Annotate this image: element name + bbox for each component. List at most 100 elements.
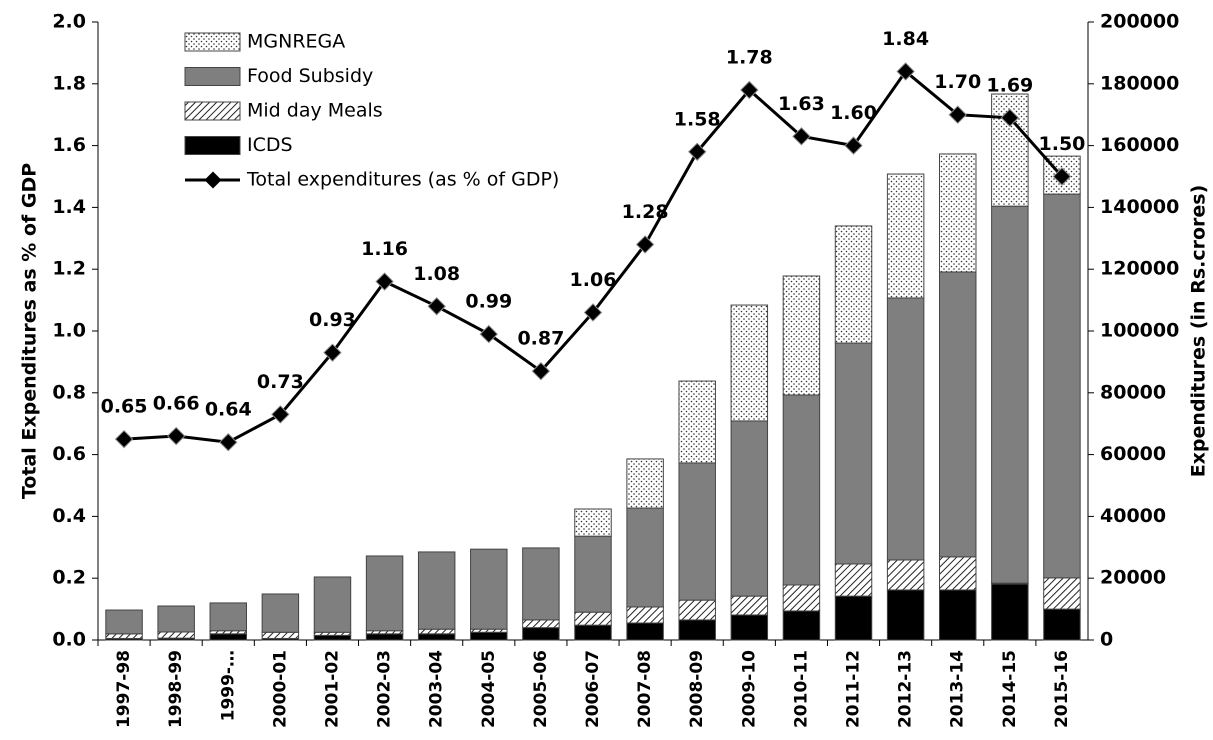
data-label: 1.63 xyxy=(778,93,825,115)
bar-segment xyxy=(730,304,769,422)
y2-tick-label: 160000 xyxy=(1100,134,1179,156)
y2-tick-label: 80000 xyxy=(1100,381,1166,403)
data-label: 1.16 xyxy=(361,238,408,260)
bar-segment xyxy=(1043,193,1081,579)
bar-segment xyxy=(991,205,1029,584)
bar-segment xyxy=(470,631,508,641)
bar-segment xyxy=(678,619,716,641)
data-label: 0.66 xyxy=(153,393,200,415)
bar-segment xyxy=(470,548,508,630)
bar-segment xyxy=(834,595,873,641)
data-label: 0.65 xyxy=(101,396,148,418)
x-tick-label: 1998-99 xyxy=(166,650,186,728)
line-marker xyxy=(323,343,342,362)
legend-label: Total expenditures (as % of GDP) xyxy=(246,169,559,191)
bar-segment xyxy=(417,628,456,635)
y-tick-label: 1.2 xyxy=(52,258,86,280)
bar-segment xyxy=(574,611,612,626)
line-marker xyxy=(271,405,290,424)
bar-segment xyxy=(782,584,821,612)
bar-segment xyxy=(157,631,195,639)
bar-segment xyxy=(261,593,300,633)
y2-axis-title: Expenditures (in Rs.crores) xyxy=(1188,185,1210,478)
y-tick-label: 1.6 xyxy=(52,134,86,156)
bar-segment xyxy=(157,605,195,633)
y2-tick-label: 20000 xyxy=(1100,567,1166,589)
y-tick-label: 0.4 xyxy=(52,505,86,527)
y-tick-label: 0.0 xyxy=(52,629,86,651)
bar-segment xyxy=(417,551,456,630)
y2-tick-label: 140000 xyxy=(1100,196,1179,218)
data-label: 0.99 xyxy=(465,291,512,313)
y-tick-label: 0.2 xyxy=(52,567,86,589)
y-tick-label: 2.0 xyxy=(52,11,86,33)
line-marker xyxy=(948,105,967,124)
legend-marker xyxy=(204,171,222,189)
legend-label: Mid day Meals xyxy=(247,100,383,122)
x-tick-label: 2013-14 xyxy=(948,650,968,728)
bar-segment xyxy=(834,342,873,565)
y2-tick-label: 100000 xyxy=(1100,320,1179,342)
bar-segment xyxy=(939,271,977,558)
x-tick-label: 1997-98 xyxy=(114,650,134,728)
data-label: 1.60 xyxy=(830,102,877,124)
legend-swatch xyxy=(184,67,241,86)
line-marker xyxy=(740,80,759,100)
y2-tick-label: 200000 xyxy=(1100,11,1179,33)
x-tick-label: 2014-15 xyxy=(1000,650,1020,728)
bar-segment xyxy=(574,535,612,613)
data-label: 0.93 xyxy=(309,309,356,331)
bar-segment xyxy=(834,225,873,344)
y-tick-label: 1.4 xyxy=(52,196,86,218)
bar-segment xyxy=(313,634,352,641)
y2-tick-label: 60000 xyxy=(1100,443,1166,465)
bar-segment xyxy=(678,599,716,621)
bar-segment xyxy=(365,555,404,632)
line-marker xyxy=(166,426,186,446)
data-label: 1.84 xyxy=(882,28,929,50)
line-marker xyxy=(635,235,655,254)
bar-segment xyxy=(574,508,612,537)
bar-segment xyxy=(939,589,977,641)
line-marker xyxy=(1052,167,1072,186)
bar-segment xyxy=(626,606,664,624)
bar-segment xyxy=(574,624,612,641)
y-tick-label: 0.8 xyxy=(52,381,86,403)
bar-segment xyxy=(886,559,925,591)
bar-segment xyxy=(939,153,977,273)
bar-segment xyxy=(730,614,769,641)
bar-segment xyxy=(782,610,821,641)
bar-segment xyxy=(417,633,456,641)
x-tick-label: 2008-09 xyxy=(687,650,707,728)
x-tick-label: 2011-12 xyxy=(844,650,864,728)
bar-segment xyxy=(886,297,925,561)
x-tick-label: 1999-… xyxy=(218,650,238,721)
x-tick-label: 2002-03 xyxy=(375,650,395,728)
bar-segment xyxy=(730,595,769,616)
y-tick-label: 0.6 xyxy=(52,443,86,465)
bar-segment xyxy=(991,583,1029,641)
x-tick-label: 2000-01 xyxy=(270,650,290,728)
data-label: 1.28 xyxy=(622,201,669,223)
bar-segment xyxy=(886,173,925,299)
data-label: 0.87 xyxy=(517,328,564,350)
bar-segment xyxy=(1043,577,1081,610)
x-tick-label: 2010-11 xyxy=(791,650,811,728)
x-tick-label: 2001-02 xyxy=(322,650,342,728)
x-tick-label: 2006-07 xyxy=(583,650,603,728)
bar-segment xyxy=(313,576,352,633)
bar-segment xyxy=(678,462,716,601)
y2-tick-label: 120000 xyxy=(1100,258,1179,280)
bar-segment xyxy=(1043,608,1081,641)
x-tick-label: 2012-13 xyxy=(896,650,916,728)
data-label: 1.69 xyxy=(986,74,1033,96)
x-tick-label: 2009-10 xyxy=(739,650,759,728)
bar-segment xyxy=(626,507,664,608)
legend-swatch xyxy=(184,32,241,52)
y-tick-label: 1.0 xyxy=(52,320,86,342)
bar-segment xyxy=(626,458,664,509)
bar-segment xyxy=(209,633,248,641)
bar-segment xyxy=(939,556,977,591)
line-marker xyxy=(375,272,394,291)
bar-segment xyxy=(522,547,560,621)
